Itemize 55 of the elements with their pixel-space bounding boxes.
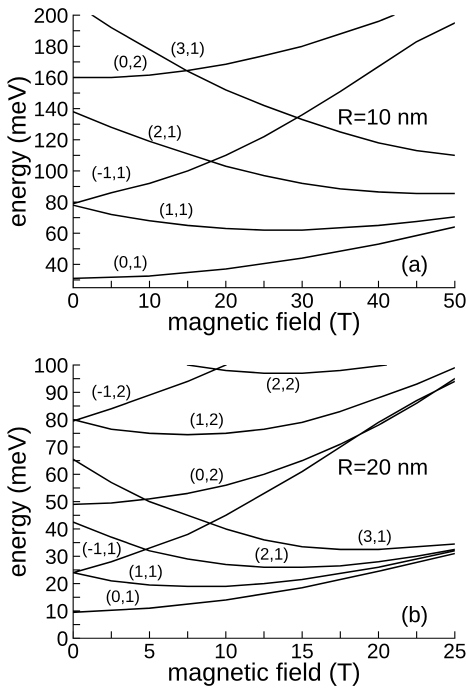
series-label: (0,2) [114,55,147,71]
y-tick-label: 10 [46,604,68,619]
series-label: (2,1) [148,125,181,141]
y-tick-label: 100 [35,164,68,179]
y-tick-label: 70 [46,440,68,455]
x-tick-label: 0 [68,644,78,658]
series-label: (-1,1) [82,542,121,558]
y-tick-label: 80 [46,412,68,428]
series-label: (1,1) [160,202,192,218]
y-tick-label: 160 [35,70,68,86]
y-tick-label: 120 [35,132,68,148]
x-tick-label: 0 [68,293,78,308]
annotation: (b) [402,606,427,627]
annotation: R=20 nm [339,459,427,475]
y-tick-label: 80 [46,195,68,210]
y-tick-label: 40 [46,257,68,272]
annotation: R=10 nm [339,108,427,125]
series-label: (2,2) [266,377,300,393]
x-tick-label: 10 [216,644,237,658]
y-axis-title: energy (meV) [7,427,31,576]
y-tick-label: 30 [46,549,68,564]
x-tick-label: 10 [139,293,160,308]
series-label: (-1,1) [92,166,130,182]
x-tick-label: 50 [444,293,466,308]
annotation: (a) [402,256,427,276]
y-tick-label: 0 [58,631,68,646]
x-axis-title: magnetic field (T) [169,312,359,336]
y-tick-label: 40 [46,522,68,537]
series-label: (0,1) [114,256,147,272]
series-label: (1,2) [190,412,223,428]
x-tick-label: 40 [367,293,390,308]
series-label: (1,1) [130,564,162,580]
y-tick-label: 60 [46,226,68,241]
y-tick-label: 100 [35,358,68,373]
series-label: (-1,2) [92,384,130,400]
series-label: (3,1) [358,530,391,546]
y-tick-label: 90 [46,385,68,400]
x-axis-title: magnetic field (T) [169,662,359,686]
y-axis-title: energy (meV) [7,77,31,226]
x-tick-label: 20 [368,644,390,658]
y-tick-label: 60 [46,467,68,482]
y-tick-label: 50 [46,494,68,510]
x-tick-label: 20 [215,293,237,308]
y-tick-label: 140 [35,102,68,116]
y-tick-label: 20 [46,576,68,592]
series-label: (2,1) [256,548,288,564]
x-tick-label: 30 [291,293,313,308]
x-tick-label: 5 [144,644,154,658]
series-label: (0,1) [106,590,139,606]
x-tick-label: 15 [292,644,313,658]
series-label: (0,2) [190,468,223,484]
series-label: (3,1) [172,42,204,58]
y-tick-label: 180 [35,39,68,54]
y-tick-label: 200 [34,8,68,23]
x-tick-label: 25 [444,644,466,658]
